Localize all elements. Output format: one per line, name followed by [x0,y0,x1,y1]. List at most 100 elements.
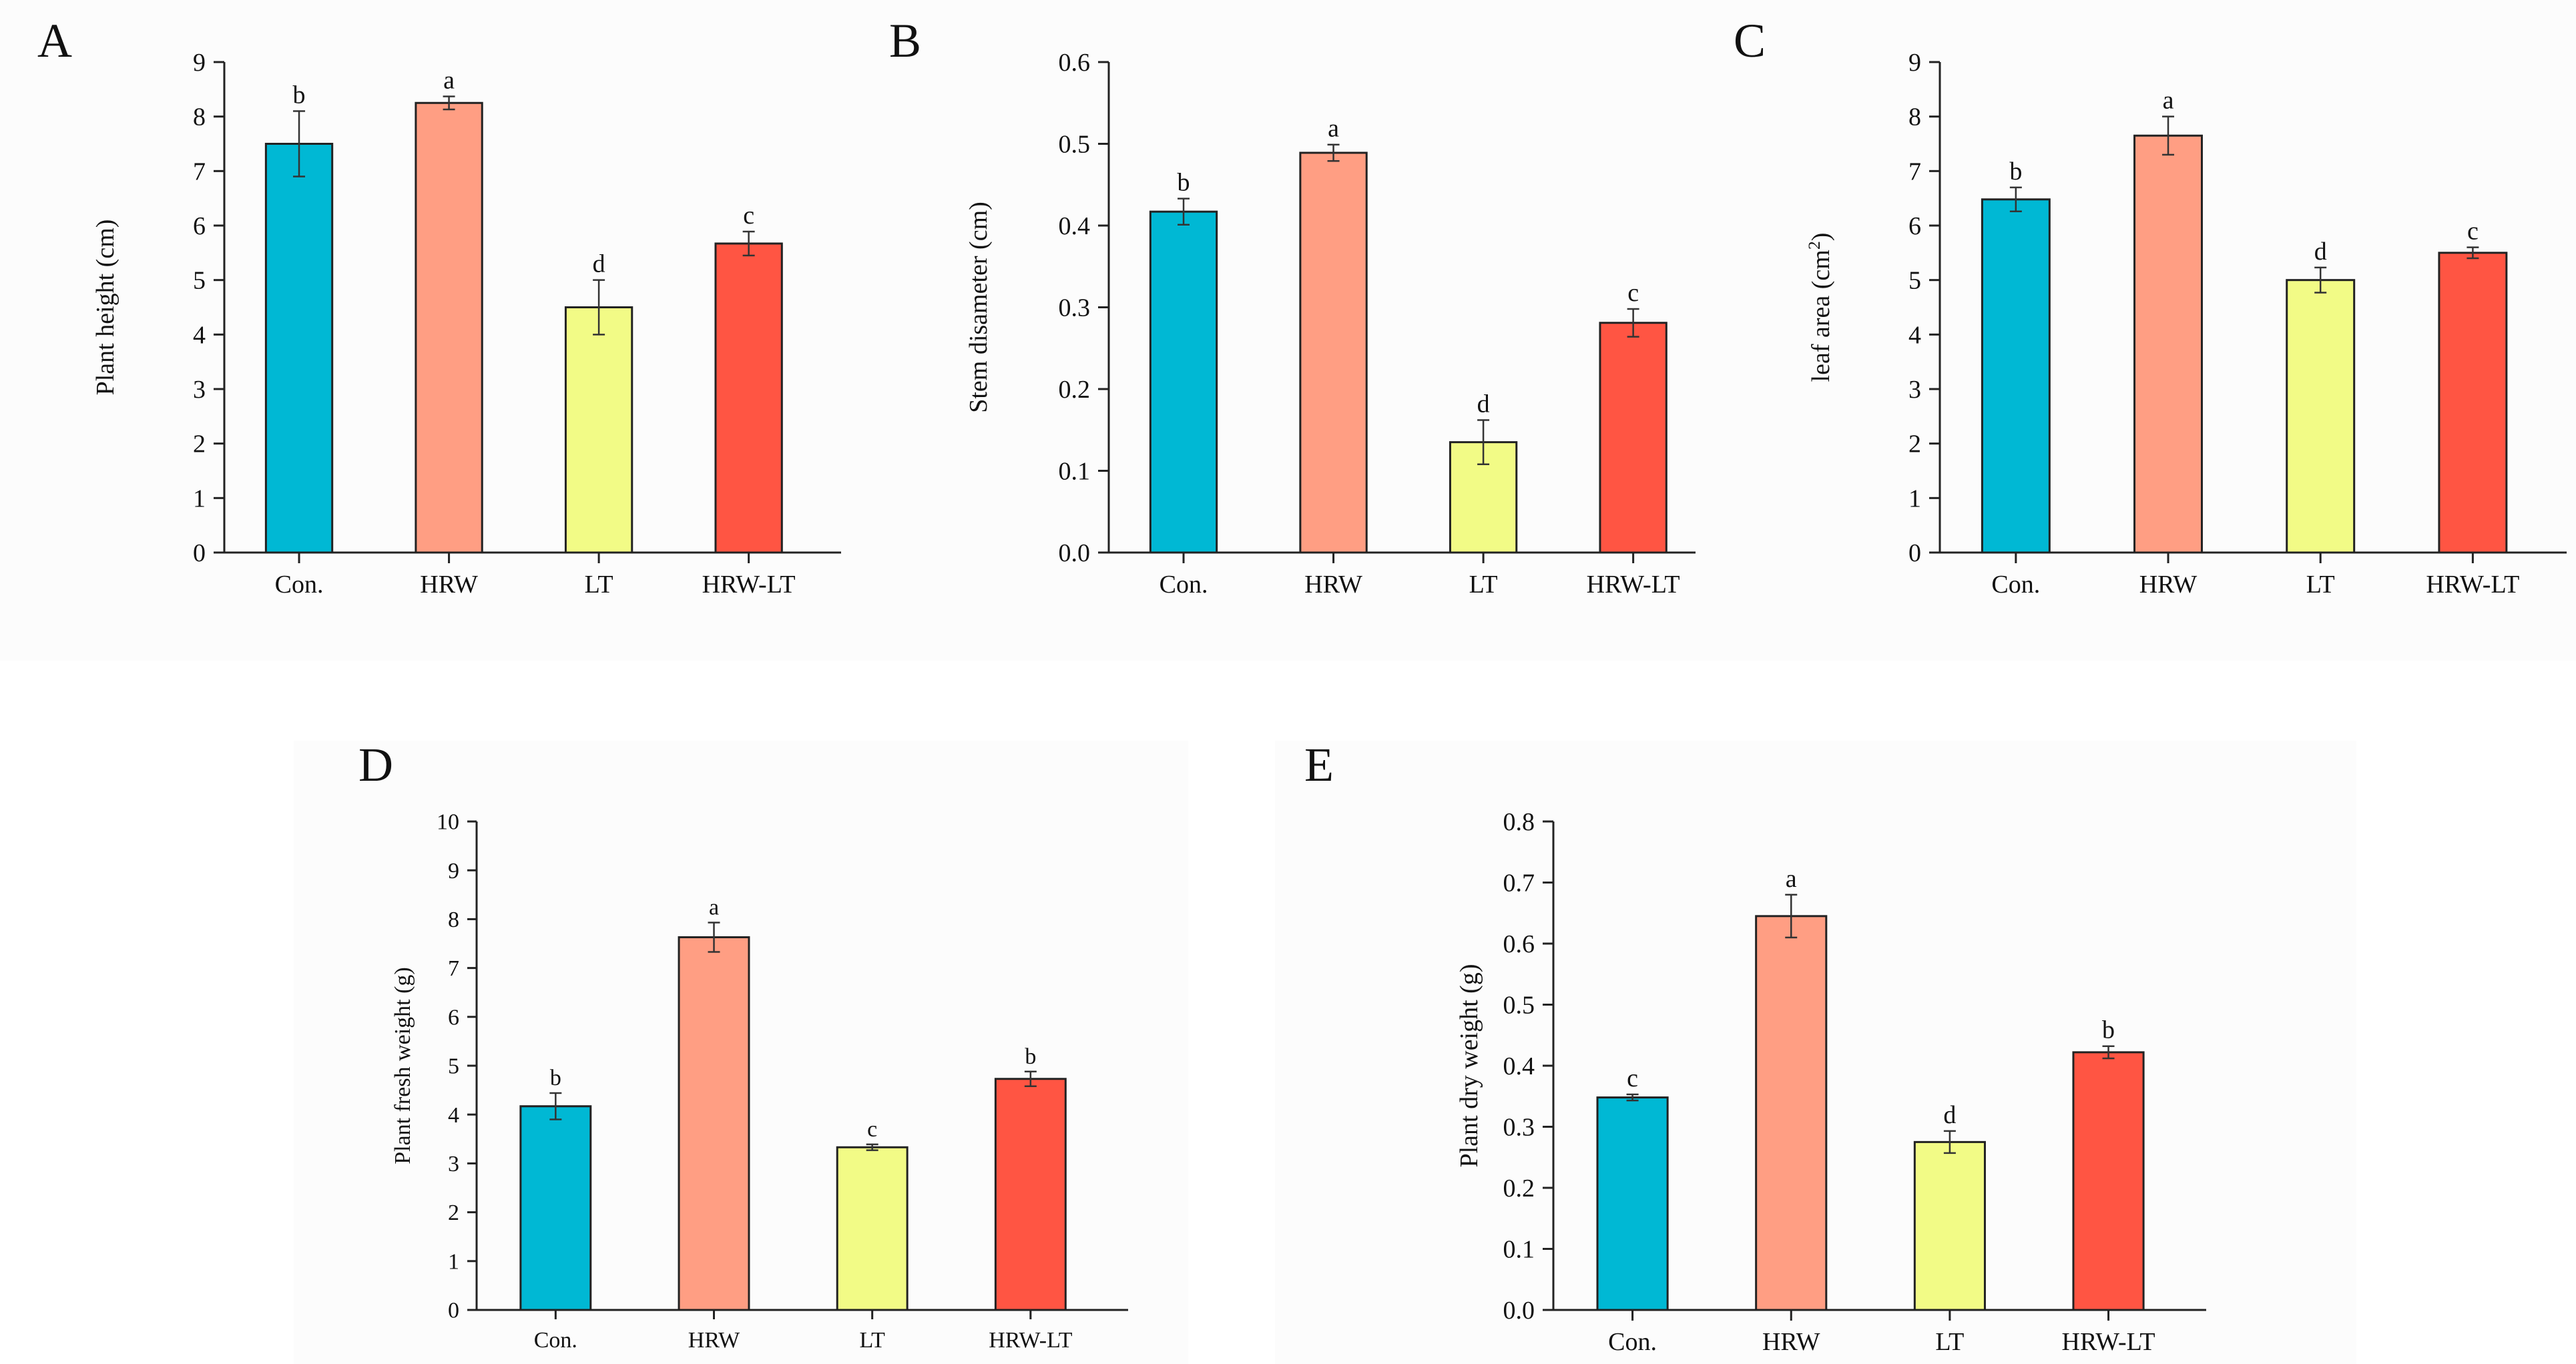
panel-label: B [889,14,921,67]
y-tick-label-d-5: 5 [448,1054,459,1079]
x-tick-label-a-3: LT [585,571,613,599]
y-tick-label-a-1: 1 [193,484,206,513]
y-tick-label-e-7: 0.7 [1503,869,1535,897]
y-tick-label-b-5: 0.5 [1059,130,1091,158]
x-tick-label-b-2: HRW [1304,571,1362,599]
chart-panel-b: Bb Con. a HRW d LT c HRW-LT 0.0 0.1 0.2 0.3 0.4 0.5 0.… [854,0,1759,661]
y-tick-label-a-8: 8 [193,103,206,131]
y-tick-label-b-2: 0.2 [1059,376,1091,404]
y-tick-label-c-6: 6 [1908,212,1921,240]
y-tick-label-d-1: 1 [448,1249,459,1274]
bar-c-3 [2286,279,2356,554]
y-tick-label-c-7: 7 [1908,157,1921,186]
significance-letter-b-2: a [1328,115,1339,143]
bar-c-1 [1981,198,2051,554]
x-tick-label-c-2: HRW [2139,571,2198,599]
y-axis-title: leaf area (cm2) [1804,233,1835,382]
x-tick-label-d-1: Con. [534,1328,577,1353]
y-tick-label-a-5: 5 [193,267,206,295]
bar-e-4 [2072,1051,2145,1311]
x-tick-label-c-3: LT [2306,571,2335,599]
chart-panel-d: Db Con. a HRW c LT b HRW-LT 0 1 2 3 4 5 6 7 8 9 10 Plant fr… [294,738,1188,1364]
y-tick-label-a-9: 9 [193,49,206,77]
bar-c-2 [2133,134,2204,554]
bar-a-4 [714,242,783,554]
y-tick-label-e-1: 0.1 [1503,1235,1535,1263]
significance-letter-c-3: d [2314,238,2327,266]
y-tick-label-a-7: 7 [193,157,206,186]
bar-b-1 [1149,210,1218,554]
y-tick-label-c-8: 8 [1908,103,1921,131]
y-axis-title: Plant height (cm) [91,220,119,396]
significance-letter-b-1: b [1178,169,1190,197]
significance-letter-a-4: c [743,202,754,230]
panel-label: C [1734,14,1766,67]
y-tick-label-d-9: 9 [448,859,459,884]
significance-letter-b-3: d [1477,390,1490,418]
significance-letter-d-2: a [709,896,719,920]
x-tick-label-b-3: LT [1469,571,1498,599]
y-tick-label-c-2: 2 [1908,430,1921,458]
y-tick-label-a-0: 0 [193,539,206,567]
y-tick-label-e-3: 0.3 [1503,1113,1535,1141]
significance-letter-d-3: c [867,1117,877,1142]
significance-letter-a-3: d [593,250,605,278]
y-tick-label-a-2: 2 [193,430,206,458]
bar-d-2 [678,936,750,1311]
x-tick-label-a-2: HRW [420,571,478,599]
x-tick-label-d-3: LT [859,1328,885,1353]
y-tick-label-a-3: 3 [193,376,206,404]
y-tick-label-c-4: 4 [1908,321,1921,349]
y-tick-label-a-4: 4 [193,321,206,349]
significance-letter-d-1: b [550,1066,561,1090]
y-tick-label-c-9: 9 [1908,49,1921,77]
y-tick-label-e-2: 0.2 [1503,1174,1535,1203]
y-tick-label-d-7: 7 [448,956,459,981]
y-tick-label-e-5: 0.5 [1503,991,1535,1019]
significance-letter-a-1: b [293,81,306,109]
y-tick-label-a-6: 6 [193,212,206,240]
y-tick-label-d-2: 2 [448,1201,459,1225]
significance-letter-a-2: a [443,66,455,94]
x-tick-label-e-1: Con. [1608,1328,1657,1356]
y-tick-label-d-0: 0 [448,1299,459,1323]
bar-b-2 [1299,151,1368,554]
y-tick-label-b-6: 0.6 [1059,49,1091,77]
y-tick-label-d-10: 10 [437,810,459,835]
y-tick-label-b-1: 0.1 [1059,457,1091,485]
bar-a-1 [264,143,334,554]
bar-a-2 [415,101,483,554]
x-tick-label-d-4: HRW-LT [989,1328,1073,1353]
x-tick-label-e-2: HRW [1762,1328,1820,1356]
significance-letter-c-2: a [2163,87,2174,115]
significance-letter-e-2: a [1786,865,1797,893]
bar-e-3 [1913,1140,1986,1311]
bar-b-4 [1599,322,1667,554]
y-tick-label-d-3: 3 [448,1152,459,1176]
x-tick-label-e-3: LT [1935,1328,1964,1356]
bar-d-4 [994,1078,1067,1311]
bar-a-3 [564,306,633,554]
significance-letter-e-4: b [2102,1016,2115,1044]
y-axis-title: Stem disameter (cm) [965,202,993,413]
x-tick-label-a-1: Con. [275,571,324,599]
panel-label: D [358,738,393,791]
significance-letter-e-3: d [1943,1101,1956,1129]
chart-panel-a: Ab Con. a HRW d LT c HRW-LT 0 1 2 3 4 5 6 7 8 9 Plant heig… [0,0,905,661]
y-tick-label-d-6: 6 [448,1005,459,1030]
bar-d-1 [519,1105,592,1311]
chart-panel-c: Cb Con. a HRW d LT c HRW-LT 0 1 2 3 4 5 6 7 8 9 leaf area … [1696,0,2576,661]
y-tick-label-c-5: 5 [1908,267,1921,295]
y-tick-label-c-0: 0 [1908,539,1921,567]
significance-letter-d-4: b [1025,1044,1036,1069]
bar-e-2 [1755,915,1828,1311]
x-tick-label-a-4: HRW-LT [702,571,796,599]
y-tick-label-b-4: 0.4 [1059,212,1091,240]
y-tick-label-b-3: 0.3 [1059,294,1091,322]
y-axis-title: Plant fresh weight (g) [391,967,415,1164]
y-tick-label-e-6: 0.6 [1503,930,1535,958]
y-axis-title: Plant dry weight (g) [1455,964,1483,1167]
significance-letter-c-4: c [2467,218,2479,246]
significance-letter-b-4: c [1627,279,1639,307]
